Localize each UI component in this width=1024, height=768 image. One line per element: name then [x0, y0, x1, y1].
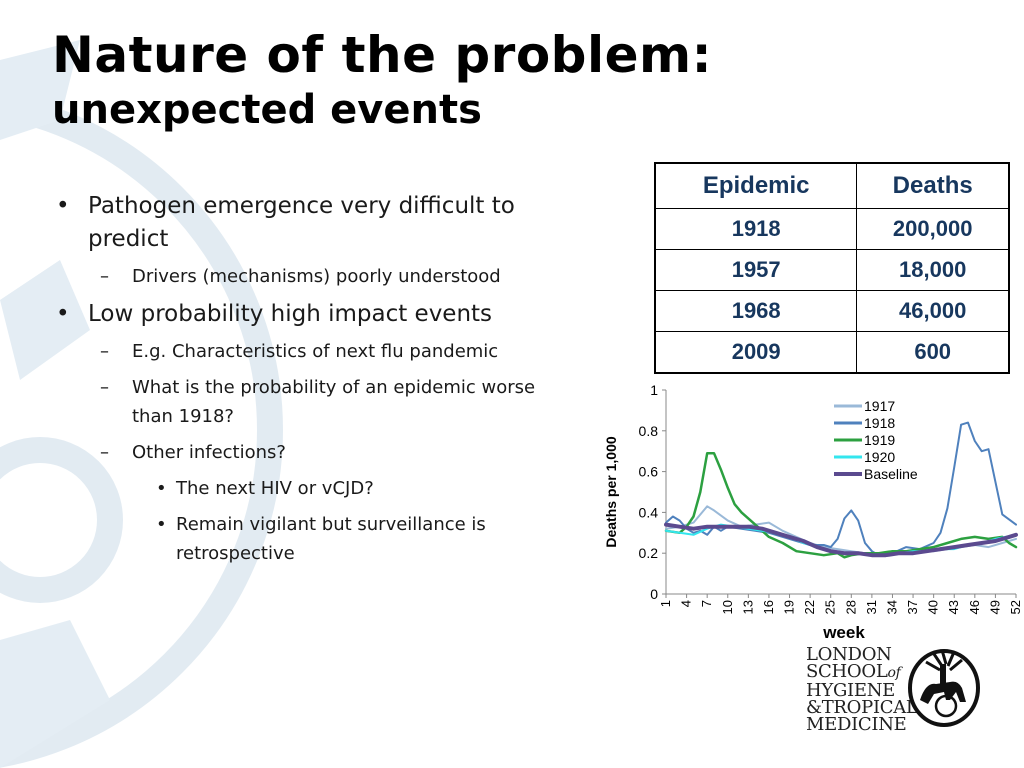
epidemic-deaths-table: Epidemic Deaths 1918 200,000 1957 18,000…: [654, 162, 1010, 374]
weekly-deaths-line-chart: 00.20.40.60.811 4 7 10 13 16 19 22 25 28 31 34 37 40 4…: [603, 382, 1023, 642]
x-tick-label: 49: [987, 600, 1002, 614]
cell-epidemic: 1957: [654, 249, 858, 291]
bullet-probability-question: What is the probability of an epidemic w…: [48, 373, 578, 431]
bullet-hiv-vcjd: The next HIV or vCJD?: [48, 474, 578, 503]
series-line-baseline: [664, 522, 1018, 558]
cell-deaths: 18,000: [856, 249, 1010, 291]
lshtm-logo: LONDON SCHOOLof HYGIENE &TROPICAL MEDICI…: [806, 642, 1016, 735]
cell-epidemic: 1918: [654, 208, 858, 250]
x-tick-label: 10: [720, 600, 735, 614]
header-epidemic: Epidemic: [654, 162, 858, 209]
legend-entry: 1919: [864, 432, 895, 448]
cell-deaths: 600: [856, 331, 1010, 374]
legend-entry: 1920: [864, 449, 895, 465]
legend-entry: 1917: [864, 398, 895, 414]
x-tick-label: 46: [967, 600, 982, 614]
table-header-row: Epidemic Deaths: [654, 162, 1010, 209]
x-tick-label: 31: [864, 600, 879, 614]
x-tick-label: 40: [926, 600, 941, 614]
table-row: 1957 18,000: [654, 249, 1010, 291]
x-tick-label: 19: [782, 600, 797, 614]
bullet-low-probability: Low probability high impact events: [48, 298, 578, 331]
y-tick-label: 0.4: [639, 504, 659, 520]
x-tick-label: 43: [946, 600, 961, 614]
x-tick-label: 16: [761, 600, 776, 614]
y-tick-label: 0.2: [639, 545, 659, 561]
title-line-2: unexpected events: [52, 87, 482, 133]
logo-text: LONDON SCHOOLof HYGIENE &TROPICAL MEDICI…: [806, 644, 918, 735]
cell-deaths: 200,000: [856, 208, 1010, 250]
legend-entry: 1918: [864, 415, 895, 431]
x-tick-label: 7: [699, 600, 714, 607]
series-line-1918: [665, 421, 1017, 557]
series-line-1919: [664, 451, 1018, 559]
bullet-flu-characteristics: E.g. Characteristics of next flu pandemi…: [48, 337, 578, 366]
x-tick-label: 37: [905, 600, 920, 614]
cell-epidemic: 2009: [654, 331, 858, 374]
y-tick-label: 1: [650, 382, 658, 398]
x-tick-label: 1: [658, 600, 673, 607]
cell-deaths: 46,000: [856, 290, 1010, 332]
bullet-pathogen-emergence: Pathogen emergence very difficult to pre…: [48, 190, 578, 256]
x-tick-label: 13: [740, 600, 755, 614]
y-tick-label: 0.8: [639, 423, 659, 439]
title-line-1: Nature of the problem:: [52, 26, 713, 84]
logo-line-tropical: &TROPICAL: [806, 697, 918, 718]
bullet-list: Pathogen emergence very difficult to pre…: [48, 190, 578, 575]
cell-epidemic: 1968: [654, 290, 858, 332]
x-tick-label: 4: [679, 600, 694, 607]
x-tick-label: 28: [843, 600, 858, 614]
y-axis-label: Deaths per 1,000: [603, 436, 619, 547]
bullet-remain-vigilant: Remain vigilant but surveillance is retr…: [48, 510, 578, 568]
y-tick-label: 0: [650, 586, 658, 602]
legend-entry: Baseline: [864, 466, 918, 482]
bullet-other-infections: Other infections?: [48, 438, 578, 467]
x-tick-label: 22: [802, 600, 817, 614]
logo-line-medicine: MEDICINE: [806, 714, 907, 735]
school-seal-icon: [908, 649, 980, 727]
table-row: 1918 200,000: [654, 208, 1010, 250]
x-tick-label: 52: [1008, 600, 1023, 614]
table-row: 1968 46,000: [654, 290, 1010, 332]
slide-title: Nature of the problem: unexpected events: [52, 30, 712, 130]
bullet-drivers: Drivers (mechanisms) poorly understood: [48, 262, 578, 291]
header-deaths: Deaths: [856, 162, 1010, 209]
x-tick-label: 25: [823, 600, 838, 614]
logo-line-school: SCHOOLof: [806, 661, 901, 682]
y-tick-label: 0.6: [639, 464, 659, 480]
table-row: 2009 600: [654, 331, 1010, 374]
logo-line-london: LONDON: [806, 644, 892, 665]
logo-line-hygiene: HYGIENE: [806, 680, 895, 701]
x-axis-label: week: [822, 623, 865, 642]
x-tick-label: 34: [884, 600, 899, 614]
